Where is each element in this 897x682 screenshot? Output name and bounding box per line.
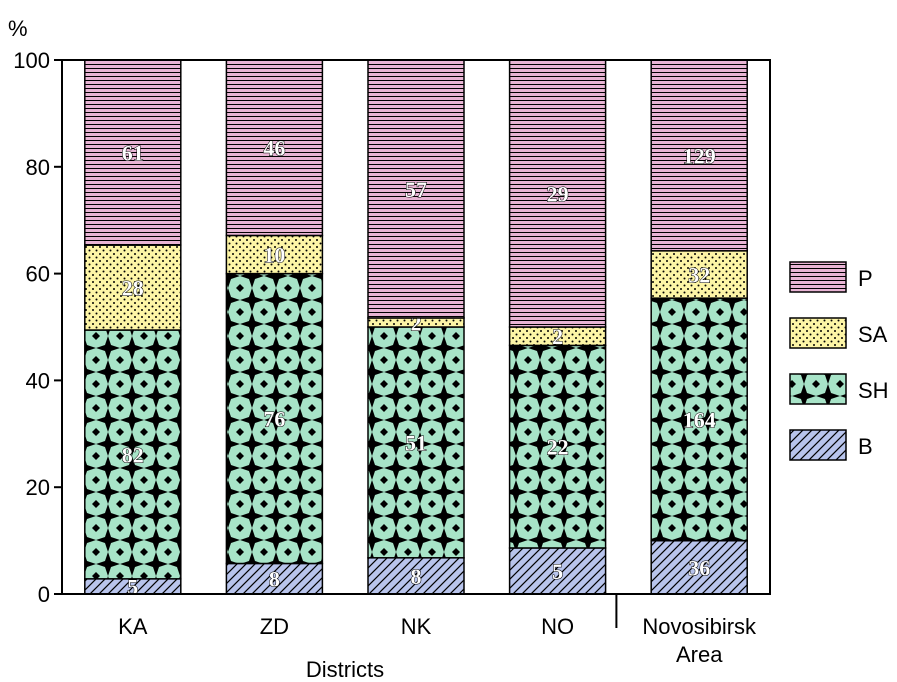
bar-segment-b — [508, 547, 607, 595]
bar-segment-p — [367, 59, 465, 319]
data-label: 28 — [122, 276, 144, 301]
bar-segment-sh — [84, 329, 182, 580]
bar-segment-sh — [650, 297, 748, 542]
data-label: 164 — [683, 407, 716, 432]
legend-label: P — [858, 266, 873, 291]
legend-swatch — [789, 261, 847, 293]
data-label: 76 — [263, 407, 285, 432]
bar-segment-sa — [84, 244, 182, 331]
data-label: 29 — [547, 182, 569, 207]
data-label: 10 — [263, 243, 285, 268]
y-tick-label: 100 — [13, 48, 50, 73]
data-label: 61 — [122, 141, 144, 166]
y-axis: 0 20 40 60 80 100 — [13, 48, 62, 607]
bar-segment-sa — [650, 250, 748, 299]
legend-swatch — [789, 429, 847, 461]
y-axis-title: % — [8, 16, 28, 41]
legend: P SA SH B — [789, 261, 889, 461]
legend-item-p: P — [789, 261, 873, 293]
data-label: 32 — [688, 262, 710, 287]
data-label: 129 — [683, 143, 716, 168]
y-tick-label: 80 — [26, 155, 50, 180]
data-label: 36 — [688, 555, 710, 580]
y-tick-label: 20 — [26, 475, 50, 500]
x-axis-title: Districts — [306, 657, 384, 682]
x-tick-label: Area — [676, 642, 723, 667]
data-label: 57 — [405, 177, 427, 202]
plot-frame — [61, 59, 771, 595]
bar-stack: 36 164 32 129 — [650, 59, 748, 595]
bar-segment-sh — [225, 272, 324, 565]
bar-segment-b — [650, 539, 748, 595]
x-tick-label: Novosibirsk — [642, 614, 757, 639]
data-label: 5 — [552, 559, 563, 584]
data-label: 8 — [411, 564, 422, 589]
plot-border — [61, 59, 771, 595]
x-axis: KA ZD NK NO Novosibirsk Area — [118, 594, 757, 667]
y-tick-label: 0 — [38, 582, 50, 607]
legend-label: B — [858, 434, 873, 459]
bar-stack: 8 76 10 46 — [225, 59, 324, 595]
data-label: 82 — [122, 442, 144, 467]
x-tick-label: NO — [541, 614, 574, 639]
data-label: 2 — [552, 324, 563, 349]
data-label: 46 — [263, 136, 285, 161]
bar-segment-sh — [508, 344, 607, 549]
legend-swatch — [789, 373, 847, 405]
legend-swatch — [789, 317, 847, 349]
legend-label: SA — [858, 322, 888, 347]
bar-segment-p — [508, 59, 607, 328]
y-tick-label: 40 — [26, 368, 50, 393]
x-tick-label: ZD — [260, 614, 289, 639]
x-tick-label: NK — [401, 614, 432, 639]
data-label: 51 — [405, 430, 427, 455]
legend-item-sh: SH — [789, 373, 889, 405]
data-label: 8 — [269, 567, 280, 592]
legend-item-sa: SA — [789, 317, 888, 349]
data-label: 22 — [547, 435, 569, 460]
x-tick-label: KA — [118, 614, 148, 639]
bar-segment-b — [225, 562, 324, 595]
bar-segment-sh — [367, 326, 465, 559]
y-tick-label: 60 — [26, 262, 50, 287]
bar-segment-p — [650, 59, 748, 252]
bar-segment-p — [84, 59, 182, 246]
legend-label: SH — [858, 378, 889, 403]
legend-item-b: B — [789, 429, 873, 461]
